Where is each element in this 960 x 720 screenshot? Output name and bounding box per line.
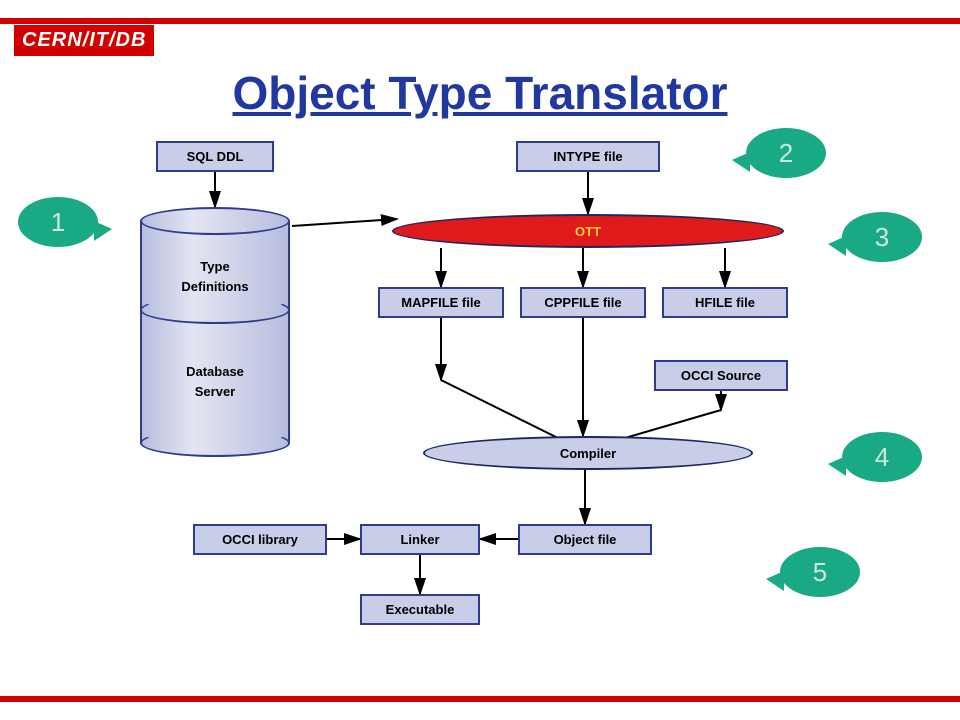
node-executable: Executable — [360, 594, 480, 625]
node-intype-file: INTYPE file — [516, 141, 660, 172]
node-mapfile: MAPFILE file — [378, 287, 504, 318]
node-hfile: HFILE file — [662, 287, 788, 318]
node-occi-source: OCCI Source — [654, 360, 788, 391]
cylinder-top — [140, 207, 290, 235]
callout-2: 2 — [746, 128, 826, 178]
cylinder-body — [140, 221, 290, 443]
node-compiler: Compiler — [423, 436, 753, 470]
callout-5: 5 — [780, 547, 860, 597]
node-occi-library: OCCI library — [193, 524, 327, 555]
node-object-file: Object file — [518, 524, 652, 555]
node-sql-ddl: SQL DDL — [156, 141, 274, 172]
callout-4: 4 — [842, 432, 922, 482]
cylinder-label-bottom: DatabaseServer — [140, 362, 290, 401]
database-cylinder: TypeDefinitions DatabaseServer — [140, 207, 290, 457]
node-linker: Linker — [360, 524, 480, 555]
cylinder-divider — [140, 296, 290, 324]
node-cppfile: CPPFILE file — [520, 287, 646, 318]
node-ott: OTT — [392, 214, 784, 248]
cylinder-label-top: TypeDefinitions — [140, 257, 290, 296]
callout-3: 3 — [842, 212, 922, 262]
cylinder-bottom — [140, 429, 290, 457]
callout-1: 1 — [18, 197, 98, 247]
